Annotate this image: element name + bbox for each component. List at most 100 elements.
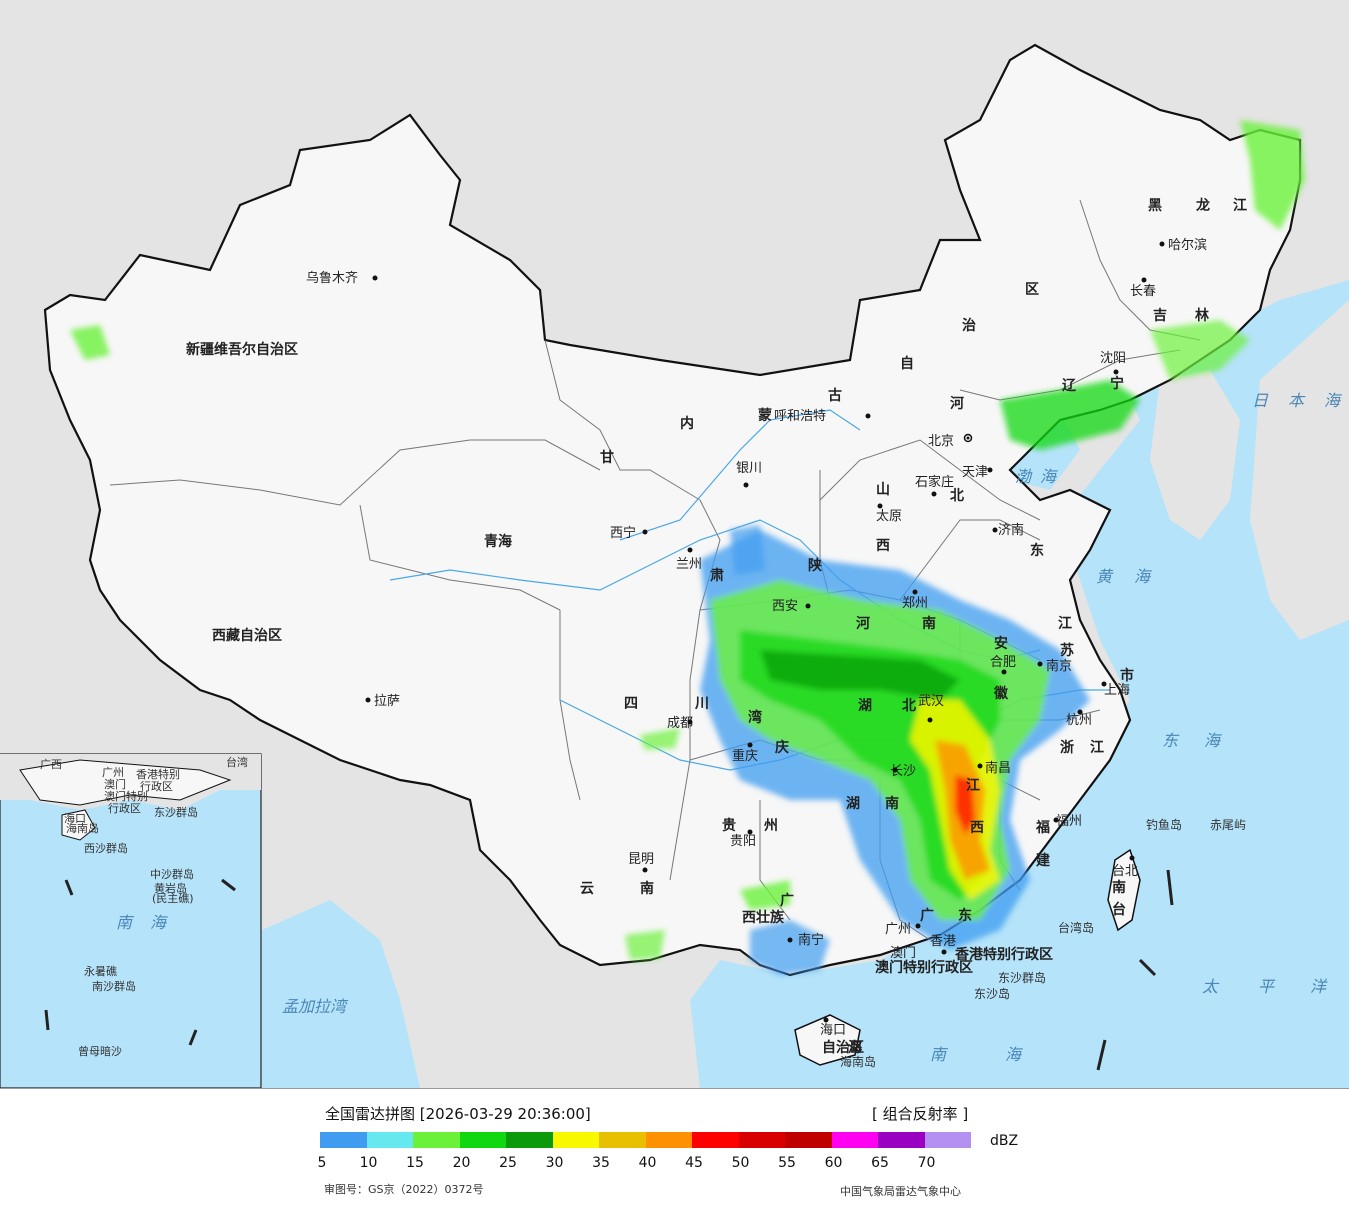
- sea-huang: 黄: [1096, 567, 1114, 586]
- city-labels: 乌鲁木齐 拉萨 西宁 兰州 银川 呼和浩特 北京 天津 石家庄 太原 济南 郑州…: [306, 237, 1207, 1038]
- zhejiang-zhe-label: 浙: [1060, 739, 1074, 756]
- hainan: [794, 1014, 861, 1066]
- color-bin-2: [413, 1132, 460, 1148]
- neimeng-meng-label: 蒙: [758, 407, 772, 424]
- radar-map: 新疆维吾尔自治区 西藏自治区 青海 甘 肃 内 蒙 古 自 治 区 黑 龙 江 …: [0, 0, 1349, 1088]
- inset-nansha: 南沙群岛: [92, 979, 136, 993]
- fujian-jian-label: 建: [1036, 852, 1050, 869]
- guangdong-guang-label: 广: [920, 907, 934, 924]
- color-bin-4: [506, 1132, 553, 1148]
- neimeng-zi-label: 自: [900, 355, 914, 372]
- review-number: 审图号：GS京（2022）0372号: [324, 1183, 484, 1196]
- inset-zengmu: 曾母暗沙: [78, 1044, 122, 1058]
- inset-guangzhou: 广州: [102, 766, 124, 779]
- sea-huang-hai: 海: [1134, 567, 1152, 586]
- neimeng-gu-label: 古: [828, 387, 842, 404]
- henan-nan-label: 南: [922, 615, 936, 632]
- city-taipei: 台北: [1112, 864, 1138, 879]
- color-bin-6: [599, 1132, 646, 1148]
- city-yinchuan: 银川: [736, 461, 762, 476]
- sea-ri-hai: 海: [1324, 391, 1342, 410]
- color-bin-5: [552, 1132, 599, 1148]
- island-hainan: 海南岛: [840, 1054, 876, 1069]
- jiangxi-xi-label: 西: [970, 820, 984, 836]
- chongqing-chong-label: 湾: [748, 709, 762, 726]
- jiangxi-jiang-label: 江: [966, 777, 980, 794]
- city-zhengzhou: 郑州: [902, 596, 928, 611]
- neimeng-zhi-label: 治: [962, 317, 976, 334]
- dash-line: [44, 869, 1174, 1071]
- sea-bo-hai: 海: [1040, 467, 1058, 486]
- sea-ben: 本: [1288, 391, 1306, 410]
- city-macao: 澳门: [890, 945, 916, 961]
- sea-bo: 渤: [1015, 467, 1033, 486]
- city-lhasa: 拉萨: [374, 694, 400, 709]
- inset-labels: 南 海 西沙群岛 中沙群岛 南沙群岛 黄岩岛 (民主礁) 永暑礁 曾母暗沙 海南…: [40, 755, 248, 1058]
- radar-echoes: [70, 120, 1305, 975]
- hunan-hu-label: 湖: [846, 796, 860, 812]
- henan-he-label: 河: [856, 615, 870, 632]
- guizhou-zhou-label: 州: [763, 818, 778, 834]
- jilin-lin-label: 林: [1195, 307, 1209, 324]
- city-hangzhou: 杭州: [1066, 713, 1092, 728]
- inset-nan: 南: [116, 913, 135, 932]
- hunan-nan-label: 南: [885, 795, 899, 812]
- color-bin-8: [692, 1132, 739, 1148]
- inset-minzhu: (民主礁): [152, 891, 194, 905]
- legend-unit: dBZ: [990, 1133, 1019, 1149]
- sichuan-chuan-label: 川: [694, 696, 709, 712]
- shaanxi-label: 陕: [808, 557, 822, 574]
- color-bin-13: [924, 1132, 971, 1148]
- guangdong-dong-label: 东: [958, 907, 972, 924]
- sea-yang: 洋: [1310, 977, 1328, 996]
- city-chengdu: 成都: [667, 716, 693, 731]
- city-beijing: 北京: [928, 434, 954, 449]
- color-bin-0: [320, 1132, 367, 1148]
- issuing-center: 中国气象局雷达气象中心: [840, 1185, 961, 1198]
- island-dongsha: 东沙岛: [974, 986, 1010, 1001]
- island-diaoyu: 钓鱼岛: [1146, 817, 1182, 832]
- guangxi-label: 广: [780, 892, 794, 909]
- hainan-nan-label: 海: [848, 1039, 862, 1056]
- color-bin-10: [785, 1132, 832, 1148]
- macao-sar: 澳门特别行政区: [875, 959, 973, 976]
- liaoning-liao-label: 辽: [1062, 378, 1077, 394]
- tick-label: 40: [638, 1155, 657, 1171]
- color-bin-11: [831, 1132, 878, 1148]
- hebei-bei-label: 北: [950, 488, 964, 504]
- inset-haikou: 海口: [64, 811, 86, 825]
- tick-label: 35: [592, 1155, 610, 1171]
- chongqing-shi-label: 庆: [775, 739, 789, 756]
- liaoning-ning-label: 宁: [1110, 375, 1124, 392]
- hebei-he-label: 河: [950, 395, 964, 412]
- color-bar: [320, 1132, 971, 1148]
- gansu-su-label: 肃: [710, 567, 724, 584]
- city-taiyuan: 太原: [876, 509, 902, 524]
- tick-label: 45: [685, 1155, 703, 1171]
- city-xining: 西宁: [610, 525, 636, 541]
- hubei-hu-label: 湖: [858, 698, 872, 714]
- tick-label: 55: [778, 1155, 796, 1171]
- city-nanning: 南宁: [798, 932, 824, 948]
- sea-ping: 平: [1258, 977, 1276, 996]
- city-xian: 西安: [772, 599, 798, 614]
- sea-nan-hai: 海: [1005, 1045, 1023, 1064]
- inset-xisha: 西沙群岛: [84, 841, 128, 855]
- south-china-sea-inset: [0, 753, 262, 1088]
- inset-yongshu: 永暑礁: [84, 964, 117, 978]
- shanxi-shan-label: 山: [876, 482, 890, 498]
- inset-guangxi: 广西: [40, 758, 62, 771]
- inset-hk2: 行政区: [140, 779, 173, 793]
- city-hohhot: 呼和浩特: [774, 409, 826, 424]
- inset-hai: 海: [150, 913, 168, 932]
- heilongjiang-jiang-label: 江: [1233, 197, 1247, 214]
- sea-nan: 南: [930, 1045, 949, 1064]
- island-taiwan: 台湾岛: [1058, 920, 1094, 935]
- zhejiang-jiang-label: 江: [1090, 739, 1104, 756]
- neimeng-qu-label: 区: [1025, 282, 1039, 298]
- city-nanchang: 南昌: [985, 760, 1011, 776]
- jilin-ji-label: 吉: [1153, 307, 1167, 324]
- sea-dong-hai: 海: [1204, 731, 1222, 750]
- city-chongqing: 重庆: [732, 748, 758, 764]
- inset-hk: 香港特别: [136, 767, 180, 781]
